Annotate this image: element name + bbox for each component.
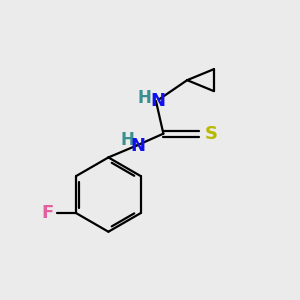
Text: N: N bbox=[130, 136, 146, 154]
Text: F: F bbox=[42, 204, 54, 222]
Text: H: H bbox=[120, 131, 134, 149]
Text: N: N bbox=[150, 92, 165, 110]
Text: S: S bbox=[204, 125, 218, 143]
Text: H: H bbox=[138, 89, 152, 107]
